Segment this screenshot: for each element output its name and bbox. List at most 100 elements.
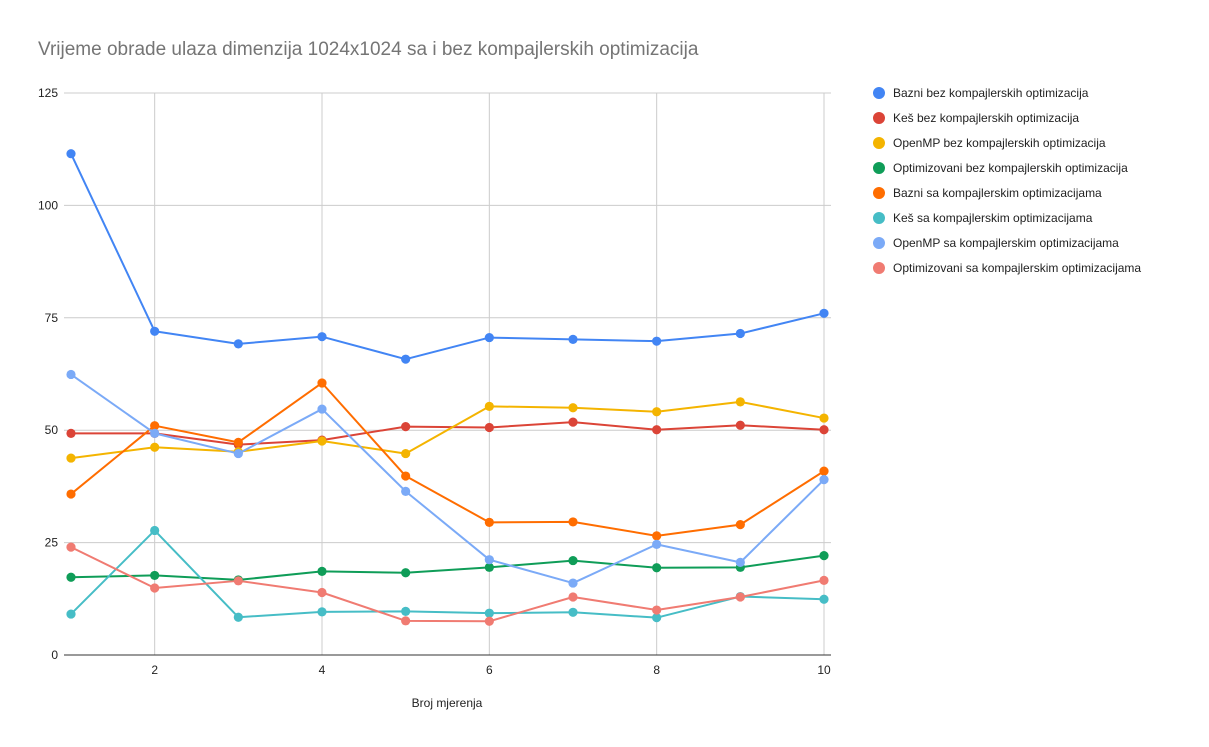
y-tick-label: 25 [45, 536, 59, 550]
data-point [401, 354, 411, 364]
data-point [484, 401, 494, 411]
data-point [652, 613, 662, 623]
data-point [484, 616, 494, 626]
data-point [568, 592, 578, 602]
data-point [317, 566, 327, 576]
series-7 [66, 369, 829, 588]
legend-item: OpenMP bez kompajlerskih optimizacija [873, 136, 1106, 150]
legend-marker [873, 162, 885, 174]
data-point [66, 453, 76, 463]
series-line [70, 529, 825, 619]
y-tick-label: 75 [45, 311, 59, 325]
x-tick-label: 6 [486, 663, 493, 677]
x-tick-label: 8 [653, 663, 660, 677]
legend-marker [873, 187, 885, 199]
legend-marker [873, 262, 885, 274]
data-point [819, 551, 829, 561]
data-point [484, 555, 494, 565]
data-point [568, 578, 578, 588]
y-tick-label: 125 [38, 86, 58, 100]
series-2 [66, 417, 829, 450]
data-point [568, 403, 578, 413]
series-line [70, 554, 825, 581]
data-point [735, 420, 745, 430]
data-point [568, 517, 578, 527]
legend-label: Keš sa kompajlerskim optimizacijama [893, 211, 1093, 225]
data-point [401, 616, 411, 626]
x-tick-label: 2 [151, 663, 158, 677]
data-point [233, 448, 243, 459]
data-point [735, 397, 745, 407]
legend-marker [873, 87, 885, 99]
legend-marker [873, 112, 885, 124]
legend-label: Optimizovani bez kompajlerskih optimizac… [893, 161, 1128, 175]
data-point [735, 557, 745, 567]
x-axis-title: Broj mjerenja [412, 696, 483, 710]
data-point [819, 594, 829, 604]
data-point [401, 606, 411, 616]
data-point [568, 417, 578, 427]
legend-item: Keš sa kompajlerskim optimizacijama [873, 211, 1093, 225]
data-point [819, 475, 829, 485]
data-point [66, 369, 76, 380]
data-point [484, 517, 494, 527]
data-point [484, 562, 494, 572]
data-point [233, 576, 243, 586]
data-point [233, 339, 243, 349]
data-point [484, 608, 494, 618]
series-line [70, 153, 825, 361]
data-point [735, 592, 745, 602]
legend-item: Optimizovani bez kompajlerskih optimizac… [873, 161, 1128, 175]
data-point [484, 422, 494, 433]
data-point [66, 489, 76, 499]
data-point [652, 336, 662, 346]
data-point [568, 334, 578, 344]
data-point [66, 428, 76, 438]
legend-item: Keš bez kompajlerskih optimizacija [873, 111, 1079, 125]
data-point [401, 568, 411, 578]
data-point [233, 612, 243, 622]
data-point [652, 539, 662, 549]
legend-label: Bazni sa kompajlerskim optimizacijama [893, 186, 1102, 200]
data-point [819, 413, 829, 423]
data-point [150, 583, 160, 593]
data-point [317, 607, 327, 617]
legend-label: OpenMP sa kompajlerskim optimizacijama [893, 236, 1119, 250]
data-point [66, 609, 76, 619]
data-point [66, 149, 76, 159]
chart-title: Vrijeme obrade ulaza dimenzija 1024x1024… [38, 39, 699, 60]
series-line [70, 400, 825, 460]
data-point [568, 607, 578, 617]
data-point [735, 520, 745, 530]
data-point [317, 436, 327, 446]
y-tick-label: 50 [45, 423, 59, 437]
data-point [317, 332, 327, 342]
data-point [735, 328, 745, 339]
series-line [70, 546, 825, 623]
data-point [150, 525, 160, 536]
axes: 0 25 50 75 100 125 2 4 6 8 10 [38, 86, 831, 677]
data-point [317, 587, 327, 598]
data-point [66, 542, 76, 552]
data-point [568, 555, 578, 566]
x-tick-label: 10 [817, 663, 831, 677]
data-point [150, 421, 160, 431]
legend-item: OpenMP sa kompajlerskim optimizacijama [873, 236, 1119, 250]
series-1 [66, 149, 829, 364]
data-point [317, 378, 327, 388]
data-point [652, 563, 662, 573]
legend-item: Bazni bez kompajlerskih optimizacija [873, 86, 1089, 100]
data-point [652, 531, 662, 541]
series-line [71, 421, 825, 446]
series-6 [66, 525, 829, 623]
series-lines [66, 149, 829, 626]
data-point [150, 442, 160, 452]
data-point [484, 332, 494, 343]
data-point [819, 466, 829, 476]
series-3 [66, 397, 829, 463]
data-point [819, 425, 829, 435]
legend-marker [873, 237, 885, 249]
data-point [401, 422, 411, 432]
x-tick-label: 4 [319, 663, 326, 677]
legend-marker [873, 212, 885, 224]
